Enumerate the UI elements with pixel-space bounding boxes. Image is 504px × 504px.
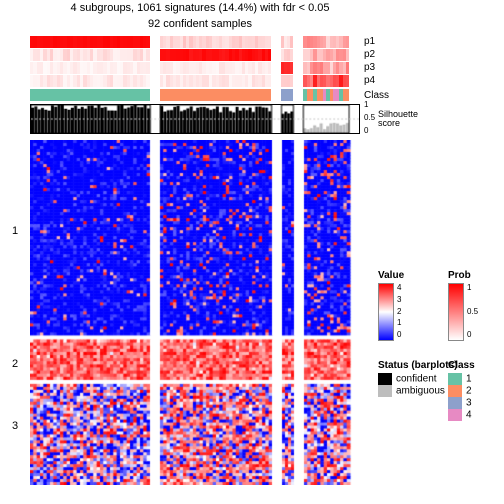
legend-value-tick: 1	[397, 318, 401, 327]
sil-tick-05: 0.5	[364, 113, 375, 122]
row-group-label-1: 1	[12, 225, 18, 237]
legend-prob-tick: 0.5	[467, 307, 478, 316]
sil-tick-1: 1	[364, 100, 368, 109]
silhouette-plot	[30, 104, 360, 134]
legend-value-title: Value	[378, 270, 404, 281]
legend-class-item: 2	[448, 385, 475, 397]
sil-tick-0: 0	[364, 126, 368, 135]
legend-prob-tick: 1	[467, 283, 478, 292]
legend-value-tick: 2	[397, 307, 401, 316]
legend-prob: Prob 1 0.5 0	[448, 270, 478, 341]
legend-class-item: 3	[448, 397, 475, 409]
title-line-2: 92 confident samples	[0, 18, 400, 30]
legend-value-tick: 0	[397, 330, 401, 339]
prob-row-p4	[30, 75, 360, 87]
prob-label-p4: p4	[364, 75, 375, 86]
legend-class: Class 1 2 3 4	[448, 360, 475, 421]
legend-status-title: Status (barplots)	[378, 360, 457, 371]
title-line-1: 4 subgroups, 1061 signatures (14.4%) wit…	[0, 2, 400, 14]
legend-value-tick: 3	[397, 295, 401, 304]
legend-prob-tick: 0	[467, 330, 478, 339]
prob-label-p2: p2	[364, 49, 375, 60]
prob-row-p1	[30, 36, 360, 48]
legend-status: Status (barplots) confident ambiguous	[378, 360, 457, 397]
annotation-area	[30, 36, 360, 101]
row-group-label-2: 2	[12, 358, 18, 370]
legend-class-item: 4	[448, 409, 475, 421]
prob-label-p3: p3	[364, 62, 375, 73]
legend-class-item: 1	[448, 373, 475, 385]
prob-label-p1: p1	[364, 36, 375, 47]
legend-value: Value 4 3 2 1 0	[378, 270, 404, 341]
heatmap	[30, 140, 360, 485]
legend-status-item: confident	[378, 373, 457, 385]
legend-value-gradient	[378, 283, 394, 341]
row-group-label-3: 3	[12, 420, 18, 432]
legend-value-tick: 4	[397, 283, 401, 292]
legend-class-title: Class	[448, 360, 475, 371]
legend-prob-title: Prob	[448, 270, 478, 281]
prob-row-p2	[30, 49, 360, 61]
class-row	[30, 89, 360, 101]
silhouette-label: Silhouettescore	[378, 110, 418, 128]
legend-prob-gradient	[448, 283, 464, 341]
legend-status-item: ambiguous	[378, 385, 457, 397]
prob-row-p3	[30, 62, 360, 74]
